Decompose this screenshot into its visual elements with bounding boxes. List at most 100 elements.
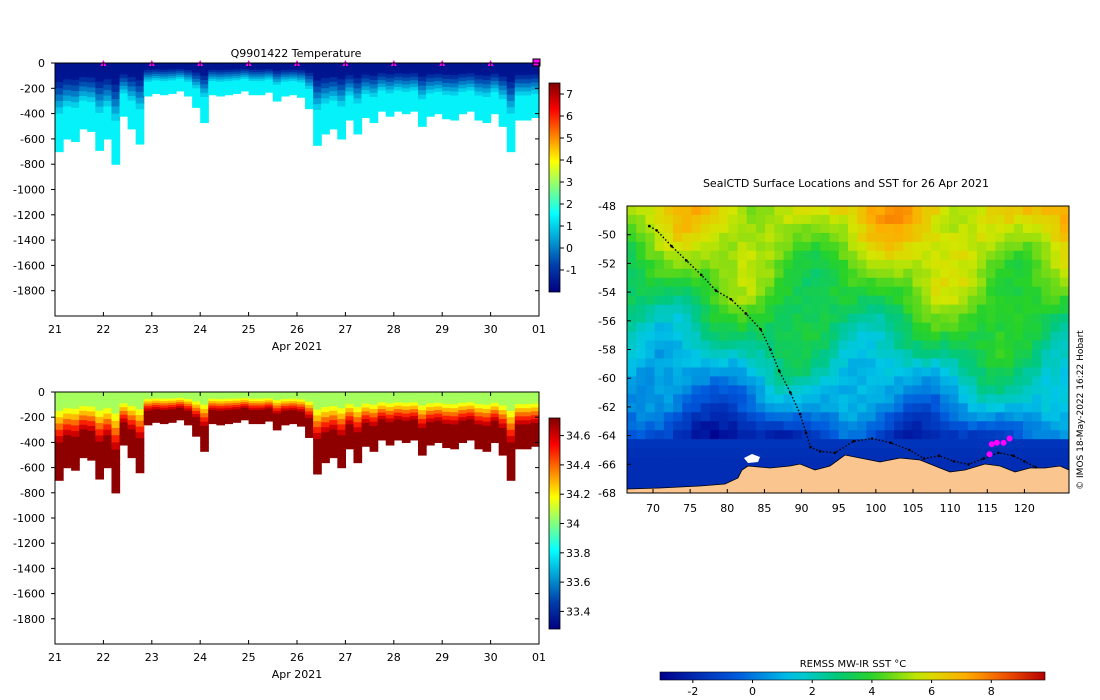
profile-cell: [216, 396, 225, 400]
y-tick-label: -200: [20, 82, 45, 95]
sst-cell: [903, 448, 913, 458]
profile-cell: [329, 396, 338, 402]
sst-cell: [627, 412, 637, 422]
profile-cell: [143, 63, 153, 66]
sst-cell: [811, 206, 821, 216]
sst-cell: [792, 286, 803, 297]
sst-cell: [912, 349, 923, 359]
sst-cell: [691, 286, 702, 297]
profile-cell: [418, 72, 427, 78]
profile-cell: [264, 392, 274, 395]
profile-cell: [418, 419, 427, 425]
profile-cell: [506, 132, 516, 140]
profile-cell: [361, 422, 371, 428]
profile-cell: [256, 401, 266, 404]
x-tick-label: 28: [387, 651, 401, 664]
profile-cell: [95, 106, 104, 114]
sst-cell: [921, 304, 932, 315]
sst-cell: [755, 448, 766, 458]
sst-cell: [940, 394, 950, 404]
profile-cell: [514, 79, 524, 84]
sst-cell: [921, 394, 932, 404]
sst-cell: [967, 232, 978, 243]
profile-cell: [288, 69, 298, 73]
sst-cell: [801, 277, 812, 288]
profile-cell: [474, 392, 484, 397]
sst-cell: [1004, 457, 1015, 467]
profile-cell: [264, 394, 274, 397]
sst-cell: [848, 412, 858, 422]
sst-cell: [949, 214, 959, 225]
profile-cell: [200, 113, 209, 119]
sst-cell: [654, 214, 665, 225]
profile-cell: [490, 81, 500, 86]
profile-cell: [401, 91, 411, 97]
profile-cell: [184, 401, 193, 405]
profile-cell: [288, 396, 298, 400]
profile-cell: [329, 410, 338, 416]
profile-cell: [450, 99, 459, 105]
profile-cell: [216, 77, 225, 81]
profile-cell: [111, 142, 121, 151]
profile-cell: [248, 72, 258, 75]
sst-cell: [700, 214, 711, 225]
sst-cell: [1004, 232, 1015, 243]
profile-cell: [426, 422, 435, 427]
sst-cell: [976, 331, 987, 342]
sst-cell: [654, 385, 665, 395]
profile-cell: [151, 417, 161, 421]
sst-cell: [912, 214, 923, 225]
profile-cell: [297, 67, 306, 71]
profile-cell: [401, 99, 411, 104]
profile-cell: [329, 392, 338, 398]
sst-cell: [940, 403, 950, 413]
profile-cell: [522, 436, 532, 442]
colorbar-tick-label: 34.6: [566, 430, 591, 443]
profile-cell: [458, 88, 467, 93]
profile-cell: [232, 65, 242, 68]
sst-cell: [921, 250, 932, 261]
sst-cell: [894, 232, 904, 243]
profile-cell: [151, 73, 161, 77]
sst-cell: [894, 430, 904, 440]
profile-cell: [530, 411, 540, 416]
profile-cell: [135, 461, 145, 468]
sst-cell: [903, 322, 913, 333]
profile-cell: [474, 95, 484, 101]
sst-cell: [1059, 403, 1069, 413]
profile-cell: [55, 398, 64, 406]
profile-cell: [458, 84, 467, 89]
sst-cell: [1050, 286, 1061, 297]
profile-cell: [426, 78, 435, 83]
sst-cell: [1032, 259, 1042, 270]
profile-cell: [200, 101, 209, 107]
profile-cell: [466, 402, 476, 407]
sst-cell: [1050, 268, 1061, 279]
sst-cell: [912, 295, 923, 306]
sst-cell: [829, 376, 840, 386]
sst-cell: [857, 403, 867, 413]
sst-cell: [967, 295, 978, 306]
sst-cell: [700, 232, 711, 243]
sst-cell: [765, 457, 775, 467]
sst-cell: [848, 367, 858, 377]
sst-cell: [866, 206, 877, 216]
sst-cell: [848, 206, 858, 216]
profile-cell: [506, 455, 516, 462]
sst-cell: [958, 286, 969, 297]
sst-cell: [1032, 304, 1042, 315]
profile-cell: [305, 430, 314, 435]
profile-cell: [55, 126, 64, 134]
profile-cell: [313, 468, 322, 475]
sst-cell: [884, 403, 895, 413]
colorbar-tick-label: 0: [566, 242, 573, 255]
sst-cell: [884, 421, 895, 431]
sst-cell: [976, 277, 987, 288]
profile-cell: [159, 398, 169, 402]
profile-cell: [272, 81, 282, 86]
sst-cell: [709, 259, 720, 270]
sst-cell: [1059, 286, 1069, 297]
sst-cell: [1013, 403, 1024, 413]
sst-cell: [645, 358, 656, 368]
sst-cell: [949, 295, 959, 306]
